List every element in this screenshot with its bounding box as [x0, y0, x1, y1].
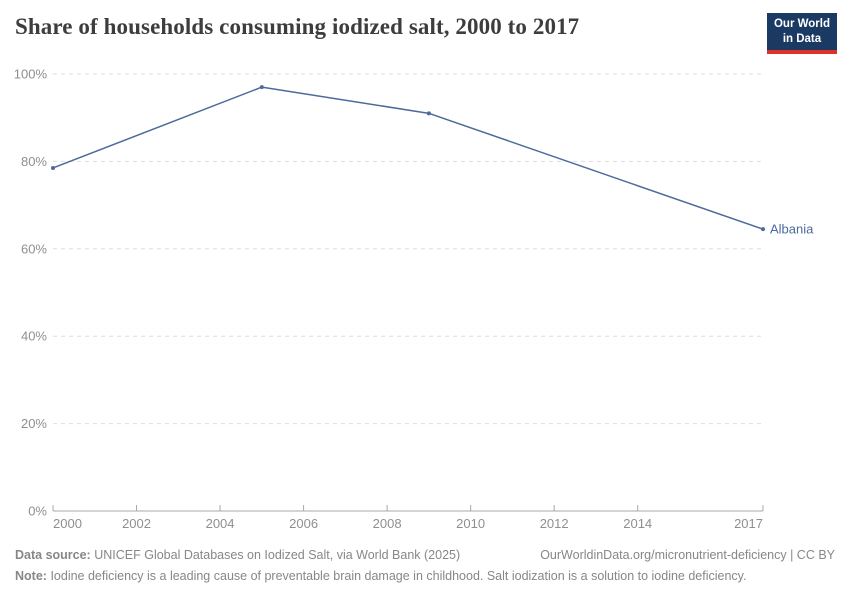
- y-tick-label-20: 20%: [21, 416, 47, 431]
- x-tick-label-2014: 2014: [623, 516, 652, 531]
- entity-label-albania[interactable]: Albania: [770, 222, 814, 237]
- data-point-albania-2005[interactable]: [259, 85, 264, 90]
- chart-canvas: 0% 20% 40% 60% 80% 100% 2000 2002 2004 2006 2008 20…: [14, 67, 814, 532]
- x-tick-label-2002: 2002: [122, 516, 151, 531]
- series-line-albania[interactable]: [52, 86, 764, 230]
- y-tick-label-40: 40%: [21, 329, 47, 344]
- x-tick-label-2000: 2000: [53, 516, 82, 531]
- x-tick-label-2017: 2017: [734, 516, 763, 531]
- x-tick-label-2010: 2010: [456, 516, 485, 531]
- data-point-albania-2017[interactable]: [761, 227, 765, 232]
- line-chart: 0% 20% 40% 60% 80% 100% 2000 2002 2004 2006 2008 20…: [0, 60, 850, 540]
- x-tick-label-2006: 2006: [289, 516, 318, 531]
- y-tick-label-0: 0%: [28, 504, 47, 519]
- x-tick-label-2004: 2004: [206, 516, 235, 531]
- data-point-albania-2009[interactable]: [426, 111, 431, 116]
- chart-note: Note: Iodine deficiency is a leading cau…: [15, 566, 835, 587]
- chart-footer: Data source: UNICEF Global Databases on …: [15, 545, 835, 587]
- chart-header: Share of households consuming iodized sa…: [0, 0, 850, 60]
- data-source-text: UNICEF Global Databases on Iodized Salt,…: [94, 548, 461, 562]
- data-source-label: Data source:: [15, 548, 91, 562]
- x-tick-label-2008: 2008: [373, 516, 402, 531]
- chart-note-label: Note:: [15, 569, 47, 583]
- owid-citation-link[interactable]: OurWorldinData.org/micronutrient-deficie…: [540, 548, 835, 562]
- data-source: Data source: UNICEF Global Databases on …: [15, 545, 460, 566]
- data-point-albania-2000[interactable]: [51, 165, 55, 170]
- y-tick-label-60: 60%: [21, 241, 47, 256]
- page-title: Share of households consuming iodized sa…: [15, 14, 580, 39]
- y-tick-label-80: 80%: [21, 154, 47, 169]
- x-tick-label-2012: 2012: [540, 516, 569, 531]
- chart-note-text: Iodine deficiency is a leading cause of …: [50, 569, 747, 583]
- owid-logo-line1: Our World: [773, 18, 830, 30]
- y-tick-label-100: 100%: [14, 67, 48, 82]
- owid-logo-line2: in Data: [782, 32, 822, 45]
- owid-logo: Our World in Data: [766, 13, 837, 54]
